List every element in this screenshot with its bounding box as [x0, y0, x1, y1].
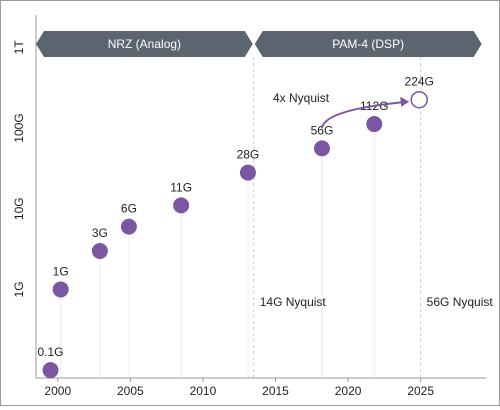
axes: 2000 2005 2010 2015 2020 2025 1G 10G 100G 1T	[12, 15, 486, 398]
x-tick-label-5: 2025	[407, 384, 434, 398]
y-tick-label-0: 1G	[12, 281, 26, 297]
data-point-8	[410, 90, 428, 109]
data-point-label-2: 3G	[92, 226, 108, 240]
vertical-lines	[253, 57, 422, 378]
point-shade-6	[320, 148, 323, 378]
data-point-0	[42, 362, 59, 379]
point-shade-5	[246, 172, 249, 378]
y-tick-label-3: 1T	[12, 40, 26, 55]
data-point-label-4: 11G	[170, 180, 192, 194]
annotation-arrow-head	[400, 96, 410, 107]
era-band-1	[254, 31, 482, 57]
era-band-label-0: NRZ (Analog)	[108, 37, 181, 51]
x-tick-label-3: 2015	[262, 384, 289, 398]
x-tick-label-4: 2020	[335, 384, 362, 398]
era-bands: NRZ (Analog) PAM-4 (DSP)	[36, 31, 482, 57]
data-point-3	[120, 218, 137, 235]
data-point-1	[52, 281, 69, 298]
annotation-arrow	[320, 100, 408, 129]
data-points	[42, 90, 428, 379]
data-point-6	[313, 140, 330, 157]
annotations: 14G Nyquist 56G Nyquist 4x Nyquist	[260, 91, 494, 309]
era-band-0	[36, 31, 253, 57]
data-point-label-1: 1G	[53, 264, 69, 278]
x-tick-label-0: 2000	[44, 384, 71, 398]
data-point-label-3: 6G	[121, 202, 137, 216]
vertical-line-label-0: 14G Nyquist	[260, 295, 327, 309]
point-shade-2	[98, 250, 101, 378]
data-point-7	[366, 116, 383, 133]
point-shade-7	[373, 124, 376, 378]
data-point-label-5: 28G	[237, 148, 260, 162]
data-point-4	[173, 197, 190, 214]
point-shade-4	[180, 205, 183, 378]
data-point-2	[91, 242, 108, 259]
y-tick-label-1: 10G	[12, 197, 26, 220]
point-shade-3	[127, 226, 130, 378]
point-shade-1	[59, 289, 62, 378]
data-point-5	[239, 164, 256, 181]
annotation-label: 4x Nyquist	[273, 91, 330, 105]
era-band-label-1: PAM-4 (DSP)	[332, 37, 404, 51]
vertical-line-label-1: 56G Nyquist	[427, 295, 494, 309]
x-tick-label-1: 2005	[117, 384, 144, 398]
x-tick-label-2: 2010	[190, 384, 217, 398]
data-point-label-0: 0.1G	[38, 345, 64, 359]
y-tick-label-2: 100G	[12, 113, 26, 142]
data-point-label-8: 224G	[405, 75, 434, 89]
data-point-label-6: 56G	[311, 123, 334, 137]
